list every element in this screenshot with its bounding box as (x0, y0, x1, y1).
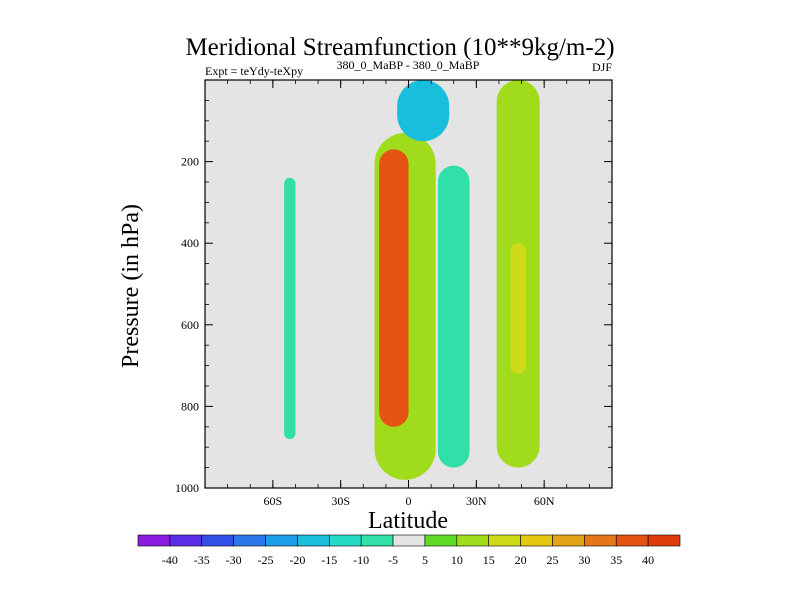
colorbar-label: -20 (289, 553, 305, 567)
colorbar-swatch (233, 534, 266, 547)
colorbar: -40 -35 -30 -25 -20 -15 -10 -5 5 10 15 20 25 30 35 40 (137, 534, 681, 567)
y-tick-label: 1000 (175, 481, 199, 495)
y-tick-label: 400 (181, 236, 199, 250)
colorbar-swatch (169, 534, 203, 547)
y-tick-label: 800 (181, 399, 199, 413)
y-tick-label: 600 (181, 318, 199, 332)
colorbar-label: 30 (578, 553, 590, 567)
colorbar-label: -25 (258, 553, 274, 567)
colorbar-swatch (584, 534, 617, 547)
colorbar-label: -30 (226, 553, 242, 567)
x-tick-label: 30N (466, 494, 487, 508)
experiment-diff-label: 380_0_MaBP - 380_0_MaBP (337, 58, 480, 72)
colorbar-swatch (520, 534, 553, 547)
experiment-label: Expt = teYdy-teXpy (205, 64, 303, 78)
contour-region-sh-ferrel-negative (284, 177, 296, 440)
colorbar-swatch (297, 534, 330, 547)
contour-region-nh-ferrel-negative (437, 165, 470, 468)
colorbar-label: -10 (353, 553, 369, 567)
colorbar-swatch (265, 534, 298, 547)
x-tick-label: 60N (534, 494, 555, 508)
colorbar-label: -5 (388, 553, 398, 567)
colorbar-label: 15 (483, 553, 495, 567)
x-axis-title: Latitude (368, 508, 448, 534)
colorbar-label: 10 (451, 553, 463, 567)
colorbar-label: 5 (422, 553, 428, 567)
colorbar-label: -40 (162, 553, 178, 567)
contour-region-nh-subtropical-cell-core (379, 149, 409, 427)
colorbar-label: 25 (546, 553, 558, 567)
colorbar-swatch (137, 534, 171, 547)
colorbar-label: 35 (610, 553, 622, 567)
contour-fills (284, 80, 540, 480)
x-tick-label: 30S (331, 494, 350, 508)
season-label: DJF (592, 60, 612, 74)
colorbar-swatch (647, 534, 681, 547)
colorbar-swatch (201, 534, 234, 547)
x-tick-label: 60S (263, 494, 282, 508)
y-tick-label: 200 (181, 155, 199, 169)
colorbar-swatch (456, 534, 490, 547)
colorbar-label: 20 (515, 553, 527, 567)
colorbar-swatch (615, 534, 649, 547)
x-tick-label: 0 (406, 494, 412, 508)
colorbar-swatch (328, 534, 362, 547)
colorbar-swatch (488, 534, 521, 547)
colorbar-swatch (552, 534, 585, 547)
contour-region-upper-tropical-negative (397, 80, 450, 142)
y-axis-title: Pressure (in hPa) (118, 204, 144, 368)
y-axis-ticks: 200 400 600 800 1000 (175, 100, 612, 495)
colorbar-label: -15 (321, 553, 337, 567)
x-axis-ticks: 60S 30S 0 30N 60N (227, 80, 590, 508)
colorbar-swatch (360, 534, 394, 547)
colorbar-swatch (424, 534, 458, 547)
chart-title: Meridional Streamfunction (10**9kg/m-2) (185, 34, 614, 61)
colorbar-label: 40 (642, 553, 654, 567)
colorbar-swatch (392, 534, 426, 547)
contour-region-nh-polar-inner (510, 243, 527, 374)
colorbar-label: -35 (194, 553, 210, 567)
